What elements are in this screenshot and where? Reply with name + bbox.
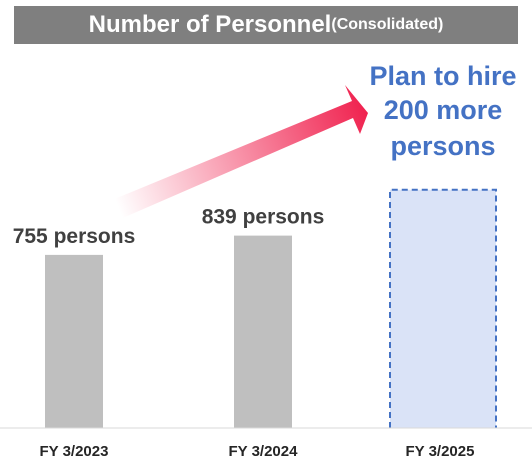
plan-annotation-line-0: Plan to hire <box>369 61 516 91</box>
bar-0 <box>45 254 103 428</box>
plan-annotation-line-1: 200 more <box>384 95 503 125</box>
x-tick-label-1: FY 3/2024 <box>229 443 299 460</box>
chart-title-main: Number of Personnel <box>88 11 332 38</box>
bar-1 <box>234 235 292 428</box>
plan-annotation-line-2: persons <box>390 131 495 161</box>
growth-arrow <box>112 85 368 220</box>
chart-title-paren-open: ( <box>331 16 337 33</box>
bar-plan-border <box>389 188 497 428</box>
x-tick-label-0: FY 3/2023 <box>40 443 109 460</box>
data-label-1: 839 persons <box>202 206 325 229</box>
chart-title: Number of Personnel ( Consolidated ) <box>14 6 518 44</box>
chart-title-sub: Consolidated <box>336 16 439 33</box>
bar-plan-fill <box>390 189 496 428</box>
data-label-0: 755 persons <box>13 225 136 248</box>
x-tick-label-2: FY 3/2025 <box>406 443 475 460</box>
chart-title-paren-close: ) <box>438 16 444 33</box>
